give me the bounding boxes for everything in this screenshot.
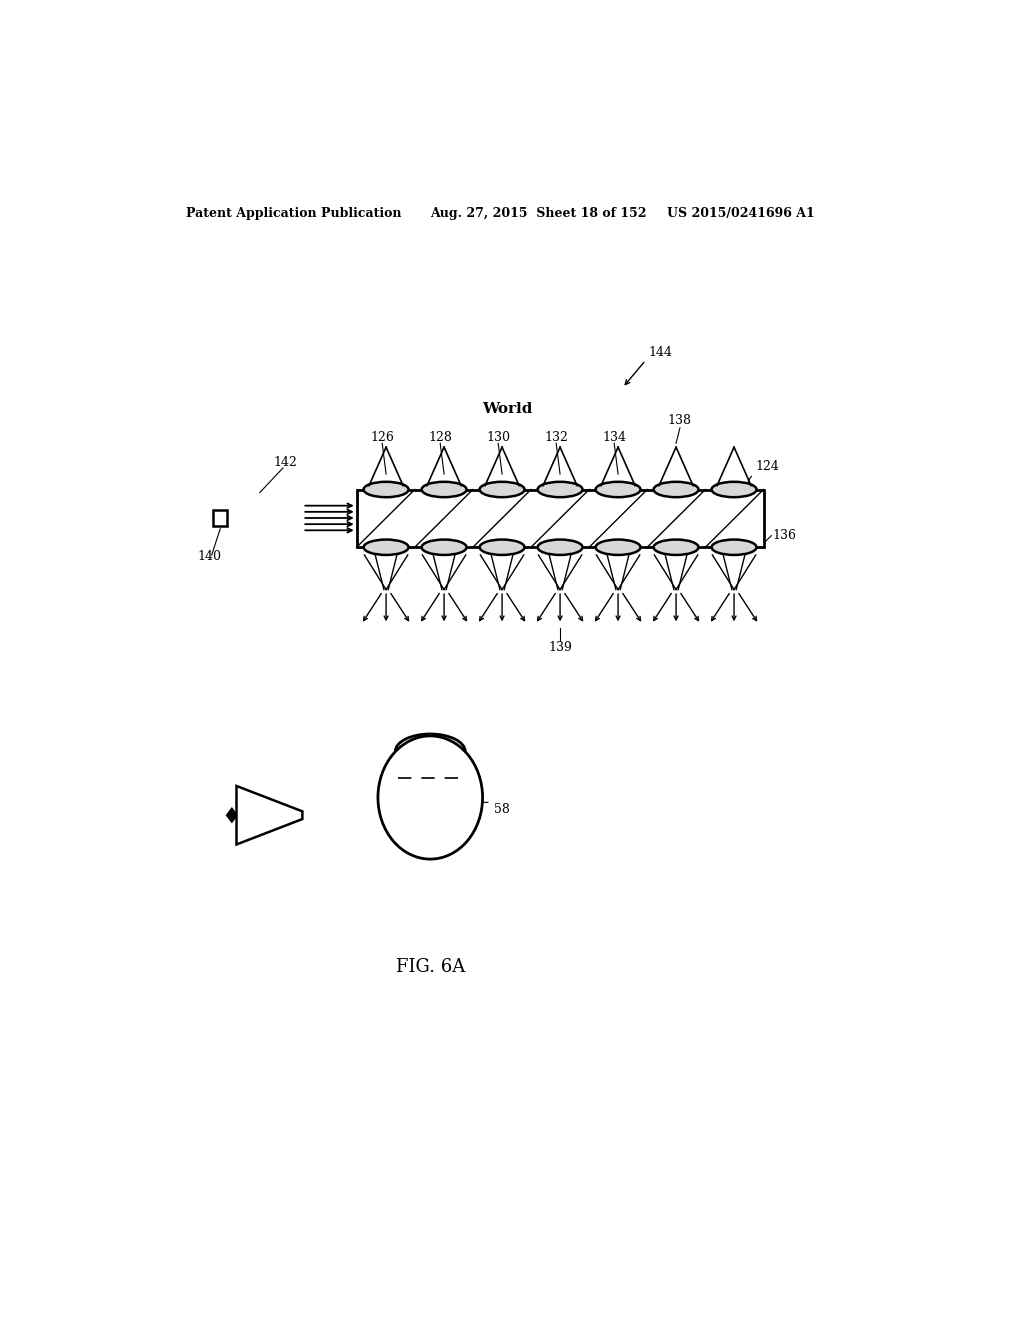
Ellipse shape bbox=[422, 482, 467, 498]
Text: FIG. 6A: FIG. 6A bbox=[395, 958, 465, 975]
Polygon shape bbox=[227, 809, 237, 821]
Text: 58: 58 bbox=[494, 803, 510, 816]
Ellipse shape bbox=[364, 482, 409, 498]
Text: 126: 126 bbox=[371, 430, 394, 444]
Ellipse shape bbox=[712, 540, 757, 554]
Text: 136: 136 bbox=[773, 529, 797, 543]
Text: 128: 128 bbox=[428, 430, 453, 444]
Text: 134: 134 bbox=[602, 430, 627, 444]
Text: 140: 140 bbox=[198, 550, 222, 564]
Text: US 2015/0241696 A1: US 2015/0241696 A1 bbox=[667, 207, 814, 220]
Ellipse shape bbox=[653, 540, 698, 554]
Bar bbox=[213, 510, 227, 527]
FancyArrowPatch shape bbox=[748, 477, 752, 491]
Text: 130: 130 bbox=[486, 430, 510, 444]
Text: World: World bbox=[482, 401, 532, 416]
Ellipse shape bbox=[596, 482, 641, 498]
Ellipse shape bbox=[712, 482, 757, 498]
Ellipse shape bbox=[479, 540, 524, 554]
Ellipse shape bbox=[538, 540, 583, 554]
Ellipse shape bbox=[378, 737, 482, 859]
Bar bbox=[356, 490, 764, 548]
Ellipse shape bbox=[422, 540, 467, 554]
Ellipse shape bbox=[596, 540, 641, 554]
Ellipse shape bbox=[479, 482, 524, 498]
Ellipse shape bbox=[538, 482, 583, 498]
Text: 142: 142 bbox=[273, 455, 298, 469]
Ellipse shape bbox=[364, 540, 409, 554]
Text: 132: 132 bbox=[544, 430, 568, 444]
Text: 124: 124 bbox=[756, 459, 779, 473]
Text: Patent Application Publication: Patent Application Publication bbox=[186, 207, 401, 220]
Text: Aug. 27, 2015  Sheet 18 of 152: Aug. 27, 2015 Sheet 18 of 152 bbox=[430, 207, 647, 220]
Text: 144: 144 bbox=[649, 346, 673, 359]
Text: 138: 138 bbox=[668, 413, 692, 426]
Polygon shape bbox=[237, 785, 302, 845]
Ellipse shape bbox=[653, 482, 698, 498]
Text: 139: 139 bbox=[548, 640, 572, 653]
